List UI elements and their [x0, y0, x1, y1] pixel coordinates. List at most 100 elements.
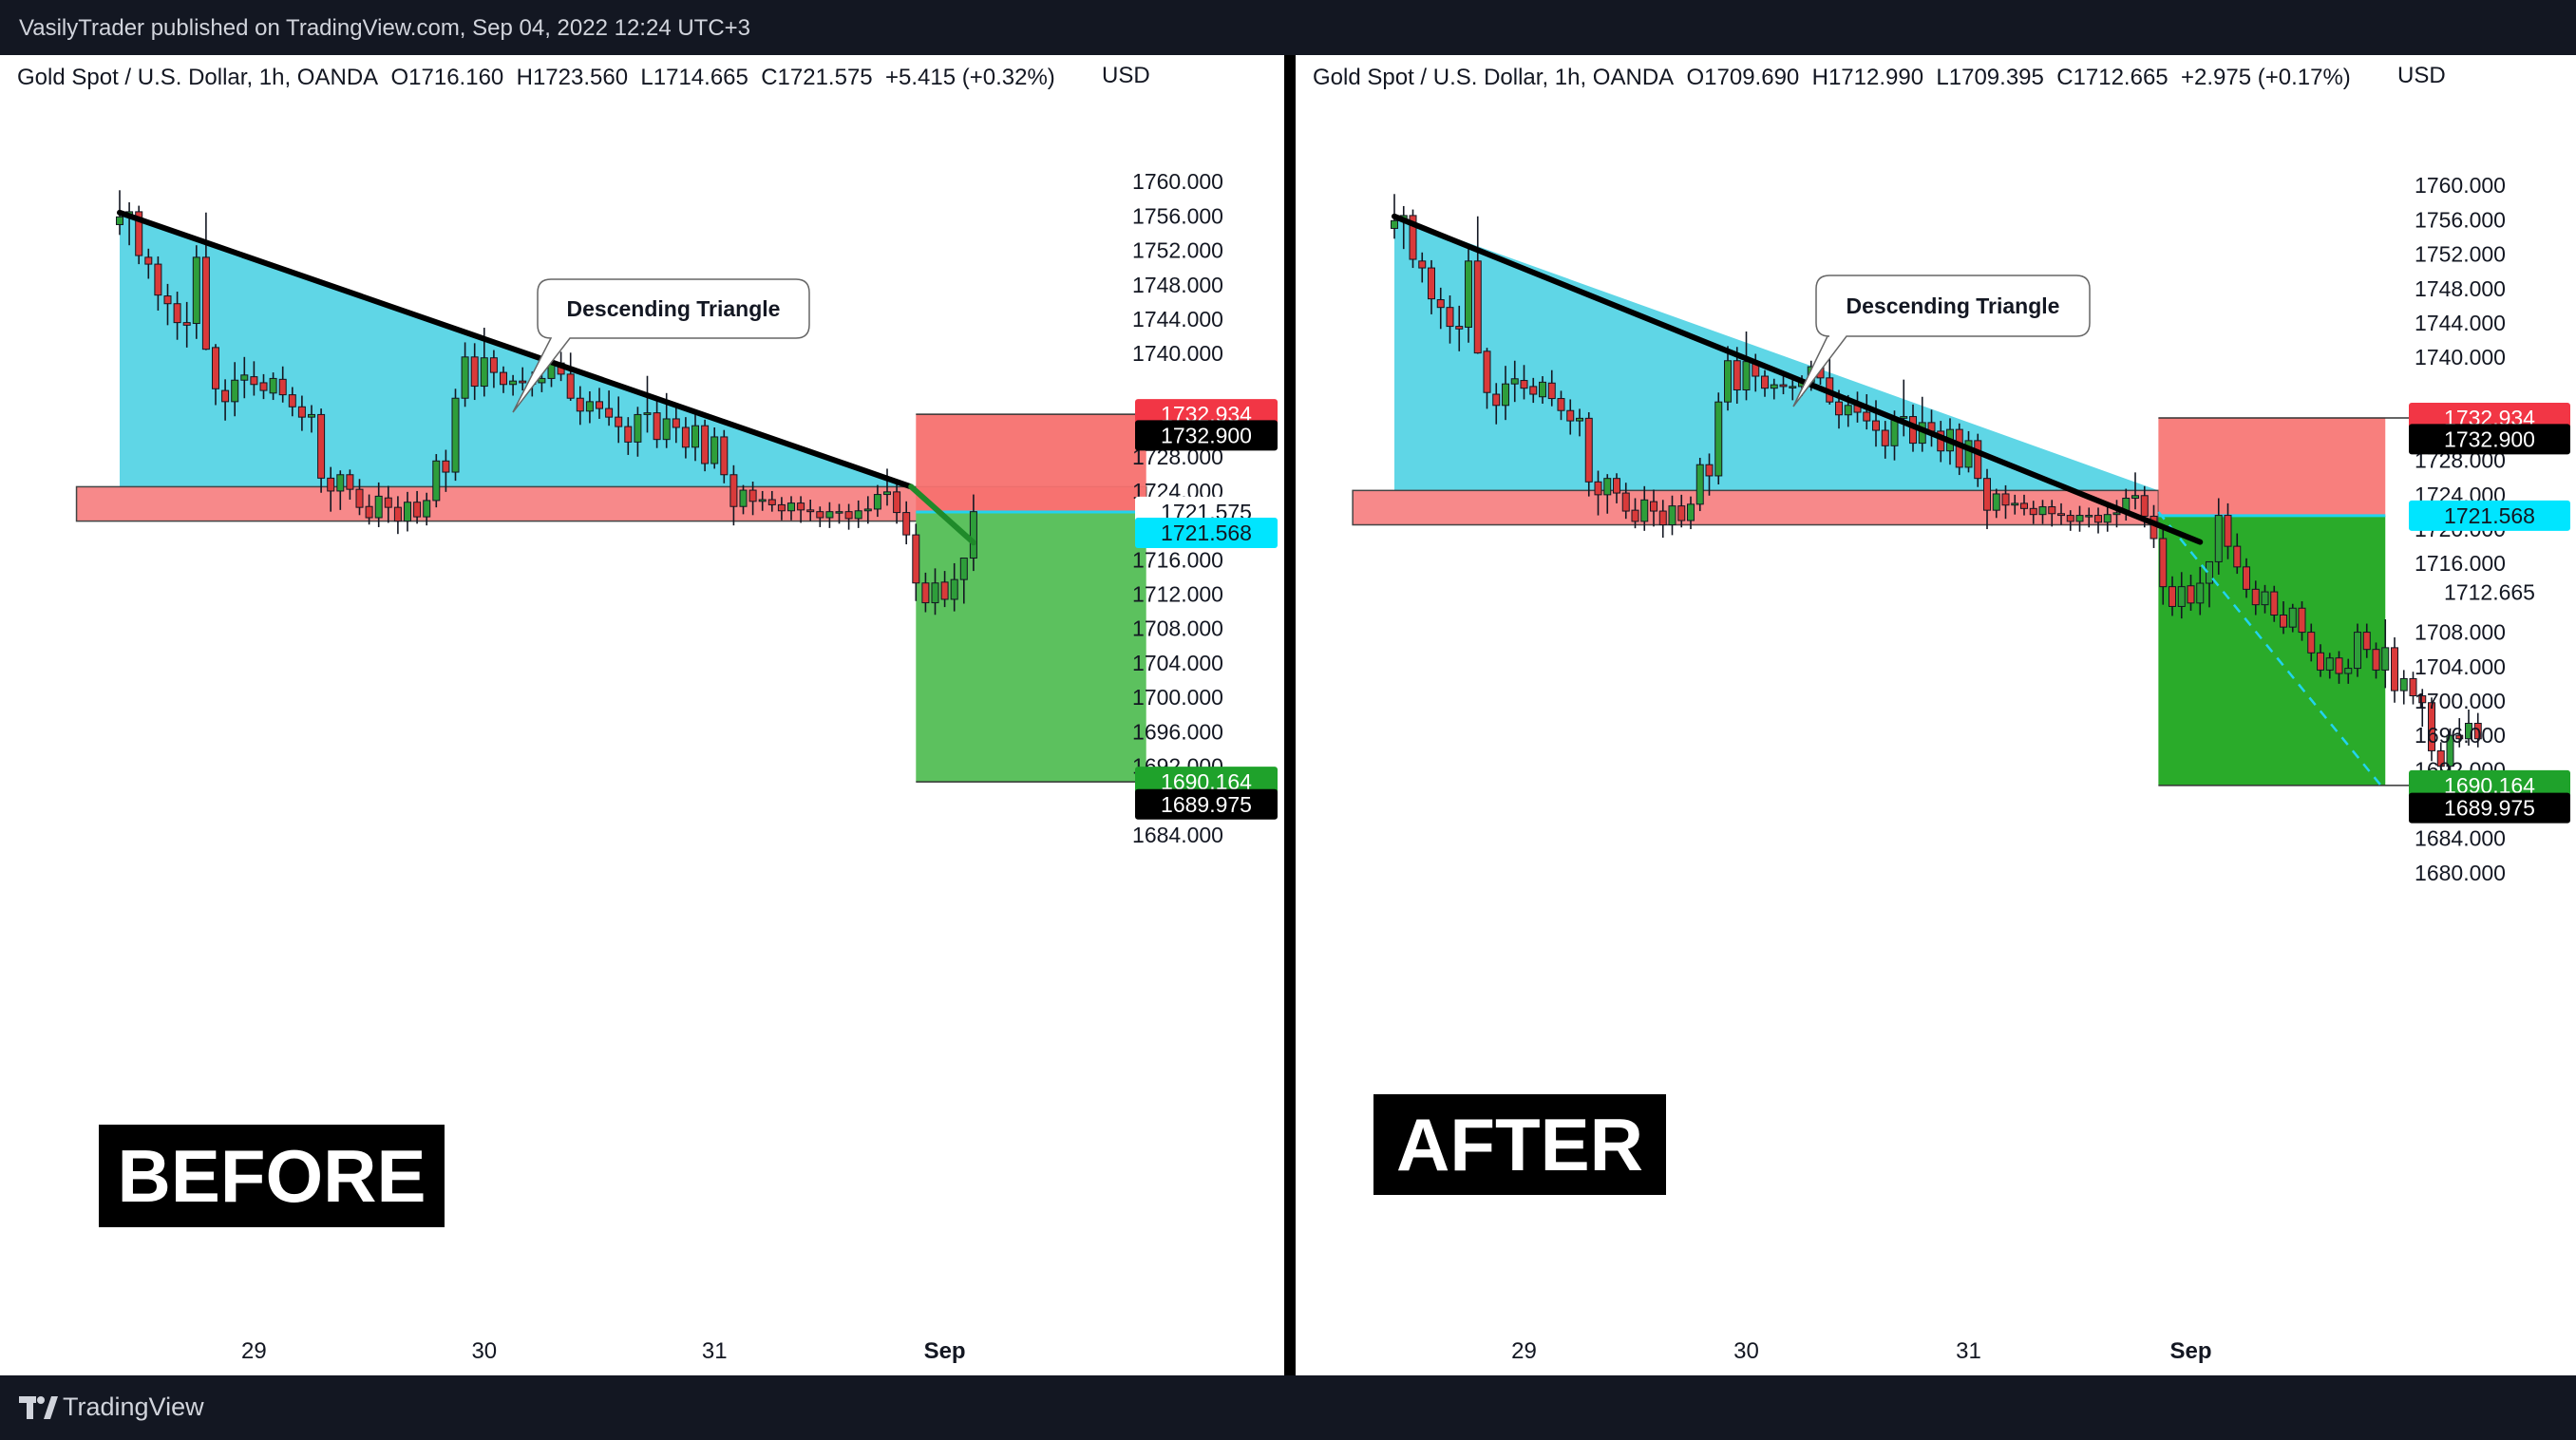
candle-body	[173, 303, 181, 324]
y-tick-label: 1760.000	[1132, 169, 1223, 194]
y-tick-label: 1708.000	[1132, 616, 1223, 641]
candle	[873, 484, 881, 518]
callout-text: Descending Triangle	[567, 296, 781, 321]
candle	[596, 388, 603, 419]
price-tag-label: 1732.900	[1161, 423, 1252, 447]
x-tick-label: 30	[471, 1338, 497, 1364]
candle	[278, 366, 287, 403]
candle-body	[1584, 417, 1593, 483]
candle	[2381, 619, 2390, 689]
candle-body	[1502, 383, 1509, 407]
candle	[2362, 623, 2371, 658]
candle	[1529, 377, 1538, 404]
candle-body	[461, 356, 469, 399]
candle	[969, 494, 977, 572]
candle-body	[135, 211, 143, 256]
candle-body	[432, 460, 441, 502]
candle-body	[365, 505, 373, 519]
candle	[509, 374, 518, 396]
candle-body	[182, 322, 191, 326]
price-tag-plain: 1712.665	[2409, 577, 2570, 608]
x-tick-label: 29	[1511, 1338, 1537, 1364]
candle-body	[1779, 384, 1788, 388]
candle	[336, 470, 345, 510]
candle	[221, 379, 230, 421]
trendline-extension	[908, 483, 976, 546]
candle	[806, 500, 815, 521]
price-tag-black: 1689.975	[2409, 792, 2570, 824]
candle	[1418, 252, 1427, 283]
candle	[1566, 399, 1575, 435]
candle	[2233, 533, 2242, 575]
candle	[883, 468, 891, 506]
candle-body	[297, 406, 306, 418]
candle	[959, 558, 968, 604]
price-tag-box	[2409, 500, 2570, 531]
candle	[1465, 249, 1472, 343]
y-tick-label: 1704.000	[2415, 654, 2506, 679]
y-tick-label: 1712.000	[1132, 582, 1223, 607]
candle	[2020, 494, 2028, 516]
candle-body	[624, 426, 633, 443]
candle-body	[2214, 515, 2223, 562]
candle-body	[1391, 219, 1398, 229]
candle-body	[1714, 401, 1723, 477]
candle-body	[1436, 299, 1445, 309]
candle-body	[1418, 260, 1427, 269]
candle-body	[374, 495, 383, 519]
candle-body	[116, 216, 123, 225]
candle-body	[1613, 478, 1620, 494]
y-tick-label: 1760.000	[2415, 173, 2506, 198]
candle	[1520, 365, 1528, 400]
candle	[1473, 216, 1482, 354]
candle	[432, 454, 441, 508]
candle	[767, 490, 776, 512]
x-tick-label: Sep	[924, 1338, 966, 1364]
candle	[2317, 644, 2324, 677]
candle-body	[748, 489, 757, 502]
candle	[393, 496, 402, 535]
candle	[1658, 500, 1667, 539]
candle	[653, 400, 661, 448]
symbol-name: Gold Spot / U.S. Dollar, 1h, OANDA	[17, 65, 379, 90]
candle-body	[739, 489, 748, 507]
candle-body	[2428, 702, 2435, 751]
candle	[2251, 580, 2260, 616]
candle-body	[844, 511, 853, 520]
chart-panel-before[interactable]: Gold Spot / U.S. Dollar, 1h, OANDA O1716…	[0, 55, 1284, 1375]
footer-bar: TradingView	[0, 1375, 2576, 1440]
candle-body	[201, 256, 210, 351]
candle	[844, 503, 853, 530]
candle-body	[480, 357, 488, 388]
chart-panel-after[interactable]: Gold Spot / U.S. Dollar, 1h, OANDA O1709…	[1296, 55, 2576, 1375]
candle-body	[221, 389, 230, 403]
candle-body	[2307, 632, 2316, 654]
y-tick-label: 1700.000	[2415, 689, 2506, 713]
candle	[355, 479, 364, 516]
chart-svg-before[interactable]: Descending Triangle 1760.000 1756.000 1752.…	[0, 55, 1284, 1375]
candle-body	[1576, 417, 1583, 422]
candle	[1492, 383, 1501, 425]
candle-body	[2029, 507, 2037, 516]
candle-body	[2206, 560, 2213, 584]
candle-body	[327, 477, 335, 492]
candle	[2169, 576, 2176, 616]
candle	[135, 205, 143, 265]
candle	[1992, 488, 2000, 519]
y-tick-label: 1684.000	[1132, 823, 1223, 847]
candle-body	[1900, 416, 1908, 419]
chart-svg-after[interactable]: Descending Triangle 1760.000 1756.000 1752.…	[1296, 55, 2576, 1375]
candle	[1881, 421, 1889, 459]
candle-body	[720, 436, 729, 476]
candle-body	[912, 534, 920, 584]
candle-body	[1872, 420, 1880, 431]
candle	[940, 571, 949, 608]
price-tag-label: 1732.900	[2444, 426, 2535, 451]
footer-brand[interactable]: TradingView	[63, 1393, 204, 1421]
candle-body	[163, 295, 172, 305]
symbol-title: Gold Spot / U.S. Dollar, 1h, OANDA O1716…	[17, 65, 1055, 91]
candle-body	[1631, 509, 1639, 522]
candle	[1983, 468, 1991, 530]
candle-body	[950, 578, 958, 600]
candle	[854, 500, 862, 528]
